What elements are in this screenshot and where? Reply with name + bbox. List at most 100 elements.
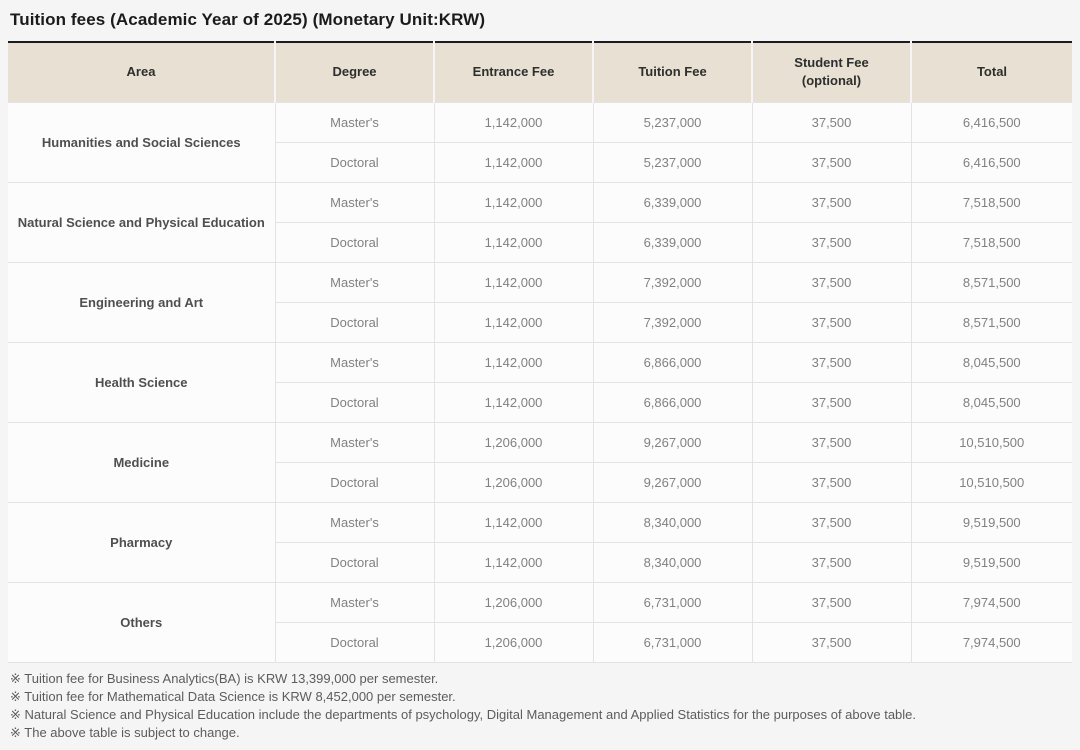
tuition-fee-cell: 6,339,000 bbox=[592, 221, 752, 262]
table-row: Natural Science and Physical Education Ma… bbox=[8, 181, 1072, 262]
table-row: Engineering and Art Master's 1,142,000 7,39… bbox=[8, 261, 1072, 342]
entrance-fee-cell: 1,206,000 bbox=[433, 621, 593, 662]
student-fee-cell: 37,500 bbox=[751, 581, 911, 622]
degree-cell: Doctoral bbox=[274, 141, 434, 182]
student-fee-cell: 37,500 bbox=[751, 261, 911, 302]
total-cell: 8,571,500 bbox=[910, 301, 1072, 342]
degree-cell: Master's bbox=[274, 501, 434, 542]
student-fee-cell: 37,500 bbox=[751, 541, 911, 582]
entrance-fee-cell: 1,142,000 bbox=[433, 501, 593, 542]
total-cell: 7,518,500 bbox=[910, 181, 1072, 222]
student-fee-cell: 37,500 bbox=[751, 301, 911, 342]
col-header-total: Total bbox=[910, 42, 1072, 102]
table-row: Health Science Master's 1,142,000 6,866,000… bbox=[8, 341, 1072, 422]
footnote: ※ The above table is subject to change. bbox=[10, 724, 240, 740]
table-row: Doctoral 1,142,000 7,392,000 37,500 8,571,50… bbox=[8, 301, 1072, 342]
entrance-fee-cell: 1,142,000 bbox=[433, 381, 593, 422]
tuition-fee-cell: 5,237,000 bbox=[592, 141, 752, 182]
footnote: ※ Tuition fee for Mathematical Data Scie… bbox=[10, 688, 456, 704]
tuition-fee-cell: 6,731,000 bbox=[592, 581, 752, 622]
tuition-fee-cell: 7,392,000 bbox=[592, 261, 752, 302]
student-fee-cell: 37,500 bbox=[751, 141, 911, 182]
area-cell: Engineering and Art bbox=[8, 261, 275, 342]
total-cell: 10,510,500 bbox=[910, 421, 1072, 462]
tuition-fee-cell: 6,866,000 bbox=[592, 341, 752, 382]
tuition-fee-cell: 5,237,000 bbox=[592, 101, 752, 142]
student-fee-cell: 37,500 bbox=[751, 381, 911, 422]
tuition-fee-table: Area Degree Entrance Fee Tuition Fee Stu… bbox=[8, 41, 1072, 663]
col-header-degree: Degree bbox=[274, 42, 434, 102]
entrance-fee-cell: 1,142,000 bbox=[433, 101, 593, 142]
degree-cell: Doctoral bbox=[274, 221, 434, 262]
degree-cell: Master's bbox=[274, 341, 434, 382]
total-cell: 9,519,500 bbox=[910, 541, 1072, 582]
total-cell: 7,518,500 bbox=[910, 221, 1072, 262]
degree-cell: Doctoral bbox=[274, 381, 434, 422]
entrance-fee-cell: 1,206,000 bbox=[433, 581, 593, 622]
degree-cell: Doctoral bbox=[274, 461, 434, 502]
student-fee-cell: 37,500 bbox=[751, 501, 911, 542]
footnote: ※ Tuition fee for Business Analytics(BA)… bbox=[10, 670, 439, 686]
footnote: ※ Natural Science and Physical Education… bbox=[10, 706, 917, 722]
entrance-fee-cell: 1,142,000 bbox=[433, 261, 593, 302]
table-row: Doctoral 1,142,000 8,340,000 37,500 9,519,50… bbox=[8, 541, 1072, 582]
tuition-fee-cell: 9,267,000 bbox=[592, 421, 752, 462]
table-row: Doctoral 1,206,000 6,731,000 37,500 7,974,50… bbox=[8, 621, 1072, 662]
table-row: Medicine Master's 1,206,000 9,267,000 37,500… bbox=[8, 421, 1072, 502]
total-cell: 7,974,500 bbox=[910, 581, 1072, 622]
col-header-entrance-fee: Entrance Fee bbox=[433, 42, 593, 102]
table-row: Others Master's 1,206,000 6,731,000 37,500 7,… bbox=[8, 581, 1072, 662]
entrance-fee-cell: 1,142,000 bbox=[433, 221, 593, 262]
degree-cell: Doctoral bbox=[274, 541, 434, 582]
student-fee-cell: 37,500 bbox=[751, 221, 911, 262]
area-cell: Health Science bbox=[8, 341, 275, 422]
entrance-fee-cell: 1,142,000 bbox=[433, 301, 593, 342]
degree-cell: Master's bbox=[274, 421, 434, 462]
total-cell: 6,416,500 bbox=[910, 101, 1072, 142]
header-row: Area Degree Entrance Fee Tuition Fee Stu… bbox=[8, 42, 1072, 102]
entrance-fee-cell: 1,206,000 bbox=[433, 461, 593, 502]
degree-cell: Master's bbox=[274, 261, 434, 302]
col-header-area: Area bbox=[8, 42, 275, 102]
tuition-fee-cell: 6,731,000 bbox=[592, 621, 752, 662]
tuition-fee-cell: 8,340,000 bbox=[592, 541, 752, 582]
student-fee-cell: 37,500 bbox=[751, 421, 911, 462]
table-row: Doctoral 1,142,000 5,237,000 37,500 6,416,50… bbox=[8, 141, 1072, 182]
entrance-fee-cell: 1,142,000 bbox=[433, 341, 593, 382]
student-fee-cell: 37,500 bbox=[751, 621, 911, 662]
total-cell: 8,045,500 bbox=[910, 381, 1072, 422]
total-cell: 6,416,500 bbox=[910, 141, 1072, 182]
degree-cell: Master's bbox=[274, 181, 434, 222]
student-fee-cell: 37,500 bbox=[751, 181, 911, 222]
tuition-fee-cell: 6,866,000 bbox=[592, 381, 752, 422]
tuition-fee-cell: 7,392,000 bbox=[592, 301, 752, 342]
col-header-tuition-fee: Tuition Fee bbox=[592, 42, 752, 102]
area-cell: Medicine bbox=[8, 421, 275, 502]
area-cell: Pharmacy bbox=[8, 501, 275, 582]
page-title: Tuition fees (Academic Year of 2025) (Mo… bbox=[10, 10, 486, 29]
footnotes: ※ Tuition fee for Business Analytics(BA)… bbox=[10, 672, 1072, 739]
tuition-fee-cell: 9,267,000 bbox=[592, 461, 752, 502]
degree-cell: Doctoral bbox=[274, 301, 434, 342]
area-cell: Others bbox=[8, 581, 275, 662]
total-cell: 8,045,500 bbox=[910, 341, 1072, 382]
total-cell: 9,519,500 bbox=[910, 501, 1072, 542]
area-cell: Natural Science and Physical Education bbox=[8, 181, 275, 262]
degree-cell: Doctoral bbox=[274, 621, 434, 662]
tuition-fee-cell: 6,339,000 bbox=[592, 181, 752, 222]
student-fee-cell: 37,500 bbox=[751, 101, 911, 142]
table-row: Doctoral 1,142,000 6,339,000 37,500 7,518,50… bbox=[8, 221, 1072, 262]
col-header-student-fee-sublabel: (optional) bbox=[801, 73, 862, 89]
student-fee-cell: 37,500 bbox=[751, 341, 911, 382]
degree-cell: Master's bbox=[274, 581, 434, 622]
table-row: Doctoral 1,206,000 9,267,000 37,500 10,510,5… bbox=[8, 461, 1072, 502]
col-header-student-fee-label: Student Fee bbox=[794, 55, 869, 71]
tuition-fee-cell: 8,340,000 bbox=[592, 501, 752, 542]
fee-table-body: Humanities and Social Sciences Master's 1,… bbox=[8, 101, 1072, 662]
total-cell: 7,974,500 bbox=[910, 621, 1072, 662]
table-row: Doctoral 1,142,000 6,866,000 37,500 8,045,50… bbox=[8, 381, 1072, 422]
table-row: Humanities and Social Sciences Master's 1,… bbox=[8, 101, 1072, 182]
col-header-student-fee: Student Fee (optional) bbox=[751, 42, 911, 102]
area-cell: Humanities and Social Sciences bbox=[8, 101, 275, 182]
